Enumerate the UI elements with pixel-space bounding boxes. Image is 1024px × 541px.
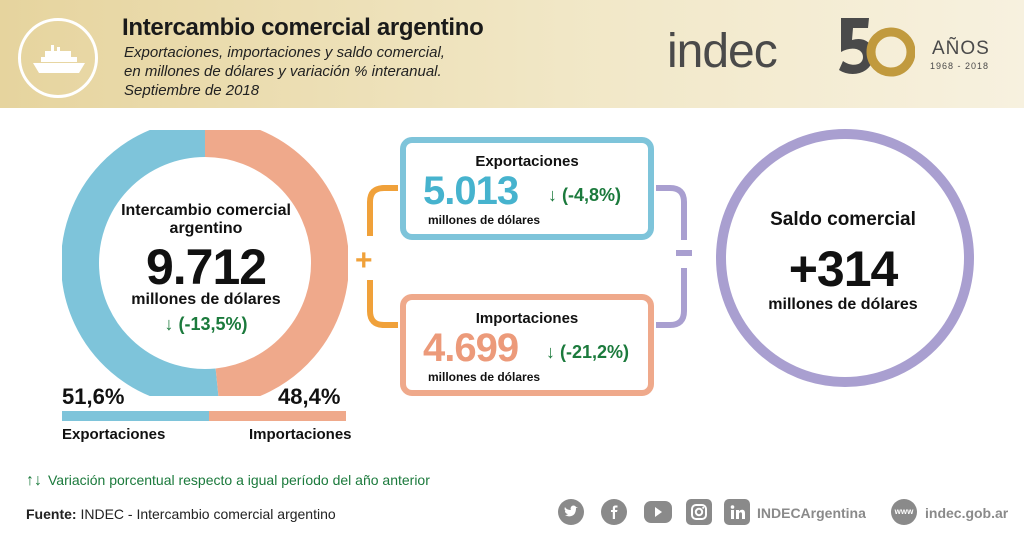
- up-down-arrows-icon: ↑↓: [26, 472, 42, 489]
- facebook-icon[interactable]: [601, 499, 627, 525]
- total-value: 9.712: [145, 239, 267, 295]
- source-text: INDEC - Intercambio comercial argentino: [80, 506, 336, 522]
- plus-sign: +: [355, 244, 373, 277]
- exports-unit: millones de dólares: [428, 213, 541, 227]
- page-subtitle: en millones de dólares y variación % int…: [124, 63, 442, 80]
- exports-variation: ↓ (-4,8%): [548, 185, 622, 205]
- instagram-icon[interactable]: [686, 499, 712, 525]
- page-date: Septiembre de 2018: [124, 82, 260, 99]
- trade-share-donut: [62, 130, 348, 396]
- imports-variation: ↓ (-21,2%): [546, 342, 630, 362]
- imports-unit: millones de dólares: [428, 370, 541, 384]
- youtube-icon[interactable]: [644, 501, 672, 523]
- total-unit: millones de dólares: [131, 291, 281, 308]
- imports-share-bar: [209, 411, 346, 421]
- exports-title: Exportaciones: [475, 153, 579, 170]
- minus-bracket-top: [656, 185, 687, 240]
- balance-unit: millones de dólares: [768, 296, 918, 313]
- anniversary-years: 1968 - 2018: [930, 61, 990, 71]
- donut-segment-exports: [62, 130, 219, 396]
- total-label: argentino: [169, 220, 243, 237]
- total-variation: ↓ (-13,5%): [164, 314, 248, 334]
- imports-title: Importaciones: [475, 310, 579, 327]
- anniversary-50-logo: [839, 18, 915, 77]
- globe-www-icon: www: [891, 499, 917, 525]
- social-handle[interactable]: INDECArgentina: [757, 505, 866, 521]
- source-label: Fuente:: [26, 506, 77, 522]
- imports-value: 4.699: [423, 326, 519, 370]
- imports-share-label: Importaciones: [249, 426, 352, 443]
- legend-text: Variación porcentual respecto a igual pe…: [48, 472, 430, 488]
- ship-icon: [18, 18, 98, 98]
- plus-bracket-bottom: [367, 280, 398, 328]
- website-link[interactable]: indec.gob.ar: [925, 505, 1009, 521]
- balance-ring: [716, 129, 974, 387]
- plus-bracket-top: [367, 185, 398, 236]
- imports-card: Importaciones 4.699 millones de dólares …: [400, 294, 654, 396]
- source-note: Fuente: INDEC - Intercambio comercial ar…: [26, 506, 336, 522]
- exports-share-bar: [62, 411, 209, 421]
- page-subtitle: Exportaciones, importaciones y saldo com…: [124, 44, 445, 61]
- donut-segment-imports: [204, 130, 348, 396]
- page-title: Intercambio comercial argentino: [122, 14, 484, 41]
- exports-share-label: Exportaciones: [62, 426, 166, 443]
- minus-sign: [676, 250, 692, 256]
- exports-card: Exportaciones 5.013 millones de dólares …: [400, 137, 654, 240]
- minus-bracket-bottom: [656, 268, 687, 328]
- total-label: Intercambio comercial: [121, 202, 291, 219]
- exports-share: 51,6%: [62, 384, 125, 409]
- linkedin-icon[interactable]: [724, 499, 750, 525]
- twitter-icon[interactable]: [558, 499, 584, 525]
- balance-value: +314: [788, 241, 899, 297]
- header-banner: Intercambio comercial argentino Exportac…: [0, 0, 1024, 108]
- indec-logo: indec: [667, 25, 778, 78]
- imports-share: 48,4%: [278, 384, 341, 409]
- anniversary-word: AÑOS: [932, 38, 990, 59]
- variation-legend: ↑↓ Variación porcentual respecto a igual …: [26, 472, 430, 490]
- exports-value: 5.013: [423, 169, 519, 213]
- balance-title: Saldo comercial: [770, 209, 916, 230]
